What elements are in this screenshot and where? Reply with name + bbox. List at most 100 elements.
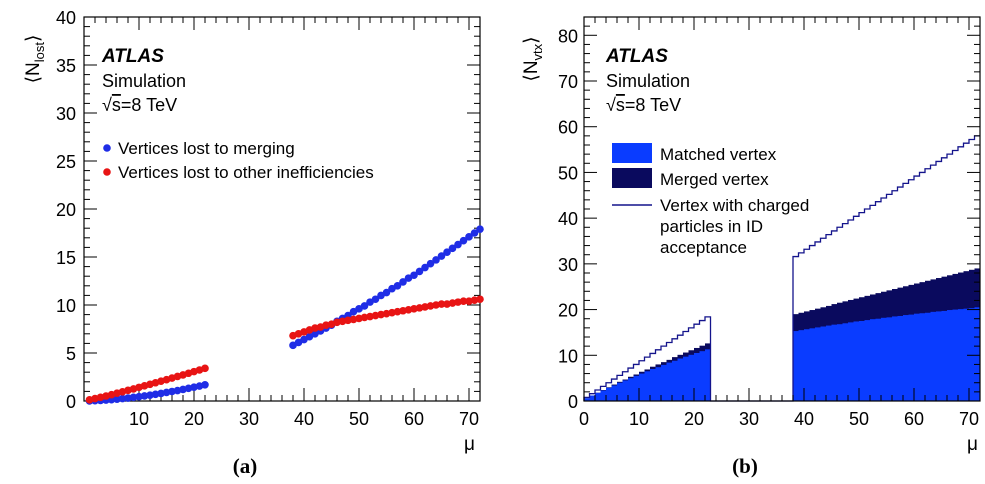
data-point [399,278,407,286]
matched-bar [870,319,876,401]
matched-bar [683,356,689,401]
panel-label: (b) [732,454,758,478]
data-point [421,263,429,272]
y-tick-label: 0 [568,392,578,412]
matched-bar [820,326,827,401]
matched-bar [837,324,843,401]
data-point [437,300,446,308]
matched-bar [699,351,706,401]
matched-bar [611,385,618,401]
legend-swatch-matched [612,143,652,163]
y-axis-title: ⟨Nlost⟩ [23,35,47,84]
matched-bar [848,322,854,401]
data-point [454,240,462,249]
data-point [459,297,468,305]
y-tick-label: 40 [558,209,578,229]
y-axis-title: ⟨Nvtx⟩ [521,36,545,81]
matched-bar [919,313,926,401]
x-tick-label: 10 [629,409,649,429]
energy-label: √s=8 TeV [606,95,681,115]
x-tick-label: 30 [739,409,759,429]
matched-bar [600,390,607,401]
y-tick-label: 20 [558,301,578,321]
matched-bar [617,382,623,401]
atlas-label: ATLAS [101,46,164,67]
matched-bar [688,354,695,401]
x-axis-title: μ [967,434,978,455]
matched-bar [963,308,970,401]
data-point [129,393,138,402]
legend-label: Vertex with charged [660,196,809,215]
atlas-label: ATLAS [605,46,668,67]
matched-bar [925,312,931,401]
y-tick-label: 40 [56,8,76,28]
data-point [124,394,132,402]
matched-bar [804,329,810,401]
panel-a: 10 20 30 40 50 60 70 0 5 10 15 20 25 30 35 40 ⟨Nlost⟩ μ (a… [23,8,484,478]
matched-bar [793,331,799,401]
data-point [393,282,402,290]
data-point [476,295,484,304]
legend-swatch-merged [612,168,652,188]
matched-bar [864,320,871,401]
data-point [415,267,424,276]
data-point [382,288,391,297]
matched-bar [589,395,596,401]
legend-label: Merged vertex [660,170,769,189]
legend-label: Vertices lost to merging [118,139,295,158]
simulation-label: Simulation [102,71,186,91]
x-tick-label: 40 [294,409,314,429]
data-point [426,259,435,268]
data-point [470,229,479,237]
matched-bar [859,321,865,401]
legend-label: Vertices lost to other inefficiencies [118,163,374,182]
matched-bar [941,310,948,401]
matched-bar [672,360,678,401]
matched-bar [666,362,673,401]
energy-label: √s=8 TeV [102,95,177,115]
y-tick-label: 20 [56,200,76,220]
x-tick-label: 50 [849,409,869,429]
matched-bar [826,325,832,401]
x-tick-label: 50 [349,409,369,429]
legend-label: particles in ID [660,217,763,236]
matched-bar [853,321,860,401]
data-point [465,233,473,241]
data-point [443,248,451,256]
legend-label: acceptance [660,238,747,257]
legend-marker [103,144,111,152]
matched-bar [892,316,898,401]
matched-bar [606,387,612,401]
matched-bar [958,309,964,401]
data-point [437,252,446,260]
y-tick-label: 0 [66,392,76,412]
matched-bar [842,323,849,401]
y-tick-label: 35 [56,56,76,76]
simulation-label: Simulation [606,71,690,91]
matched-bar [809,328,816,401]
matched-bar [881,317,887,401]
matched-bar [622,380,629,401]
y-tick-label: 60 [558,118,578,138]
panel-b: 0 10 20 30 40 50 60 70 0 10 20 30 40 50 60 70 80 ⟨Nvtx⟩ μ (… [521,16,981,478]
legend-marker [103,168,111,176]
data-point [476,225,484,233]
data-point [113,395,121,403]
x-tick-label: 20 [184,409,204,429]
matched-bar [595,392,601,401]
data-point [360,302,369,310]
matched-bar [628,378,634,401]
y-tick-label: 30 [56,104,76,124]
matched-bar [952,309,959,401]
matched-bar [903,315,909,401]
data-point [410,271,418,280]
matched-bar [886,317,893,401]
x-tick-label: 10 [129,409,149,429]
matched-bar [914,313,920,401]
y-tick-label: 15 [56,248,76,268]
matched-bar [633,375,640,401]
matched-bar [584,398,590,401]
x-tick-label: 70 [459,409,479,429]
matched-bar [969,308,975,401]
